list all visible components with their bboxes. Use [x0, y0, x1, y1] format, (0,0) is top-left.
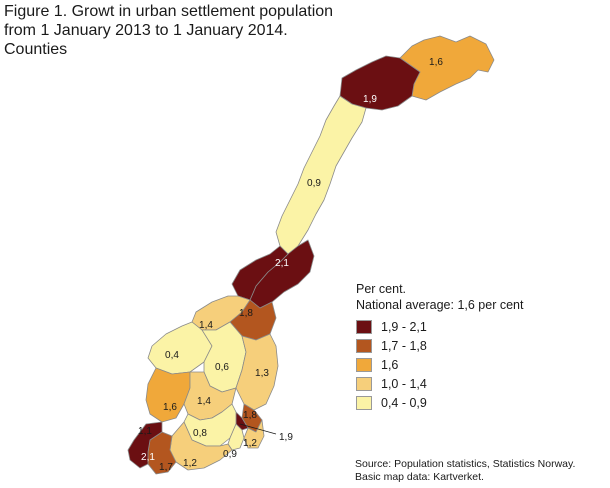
legend-item: 1,6	[356, 355, 523, 374]
region-vestfold[interactable]	[227, 423, 245, 451]
legend-item: 1,7 - 1,8	[356, 336, 523, 355]
region-hordaland[interactable]	[145, 367, 191, 423]
label-aust-agder: 1,2	[183, 458, 197, 469]
label-hedmark: 1,3	[255, 368, 269, 379]
figure-title: Figure 1. Growt in urban settlement popu…	[4, 3, 334, 58]
map-legend: Per cent. National average: 1,6 per cent…	[356, 281, 523, 412]
legend-item: 1,0 - 1,4	[356, 374, 523, 393]
label-finnmark: 1,6	[429, 57, 443, 68]
legend-label: 1,0 - 1,4	[381, 376, 427, 391]
label-troms: 1,9	[363, 94, 377, 105]
legend-heading: Per cent.	[356, 282, 407, 296]
label-oppland: 0,6	[215, 362, 229, 373]
label-hordaland: 1,6	[163, 402, 177, 413]
label-rogaland-coast: 1,1	[138, 426, 152, 437]
label-telemark: 0,8	[193, 428, 207, 439]
legend-label: 1,7 - 1,8	[381, 338, 427, 353]
label-nordland: 0,9	[307, 178, 321, 189]
label-buskerud: 1,4	[197, 396, 211, 407]
region-rogaland[interactable]	[127, 421, 163, 469]
label-oppland-north: 1,8	[239, 308, 253, 319]
label-vest-agder: 1,7	[159, 462, 173, 473]
region-ostfold[interactable]	[243, 419, 265, 449]
legend-swatch	[356, 357, 372, 372]
label-more-romsdal: 1,4	[199, 320, 213, 331]
legend-label: 0,4 - 0,9	[381, 395, 427, 410]
region-hedmark[interactable]	[235, 333, 279, 411]
legend-swatch	[356, 338, 372, 353]
legend-label: 1,9 - 2,1	[381, 319, 427, 334]
label-oslo: 1,9	[279, 432, 293, 443]
source-note: Source: Population statistics, Statistic…	[355, 458, 575, 484]
label-akershus: 1,8	[243, 410, 257, 421]
source-line: Source: Population statistics, Statistic…	[355, 458, 576, 470]
region-troms[interactable]	[339, 55, 421, 111]
legend-label: 1,6	[381, 357, 399, 372]
label-ostfold: 1,2	[243, 438, 257, 449]
legend-swatch	[356, 376, 372, 391]
oslo-leader-line	[239, 423, 277, 435]
region-nordland[interactable]	[275, 95, 367, 255]
legend-item: 0,4 - 0,9	[356, 393, 523, 412]
legend-swatch	[356, 395, 372, 410]
label-sogn-fjordane: 0,4	[165, 350, 179, 361]
label-rogaland: 2,1	[141, 452, 155, 463]
region-nord-trondelag[interactable]	[231, 245, 289, 301]
legend-note: National average: 1,6 per cent	[356, 298, 524, 312]
legend-item: 1,9 - 2,1	[356, 317, 523, 336]
label-sor-trondelag: 2,1	[275, 258, 289, 269]
source-line: Basic map data: Kartverket.	[355, 471, 484, 483]
label-vestfold: 0,9	[223, 449, 237, 460]
legend-swatch	[356, 319, 372, 334]
